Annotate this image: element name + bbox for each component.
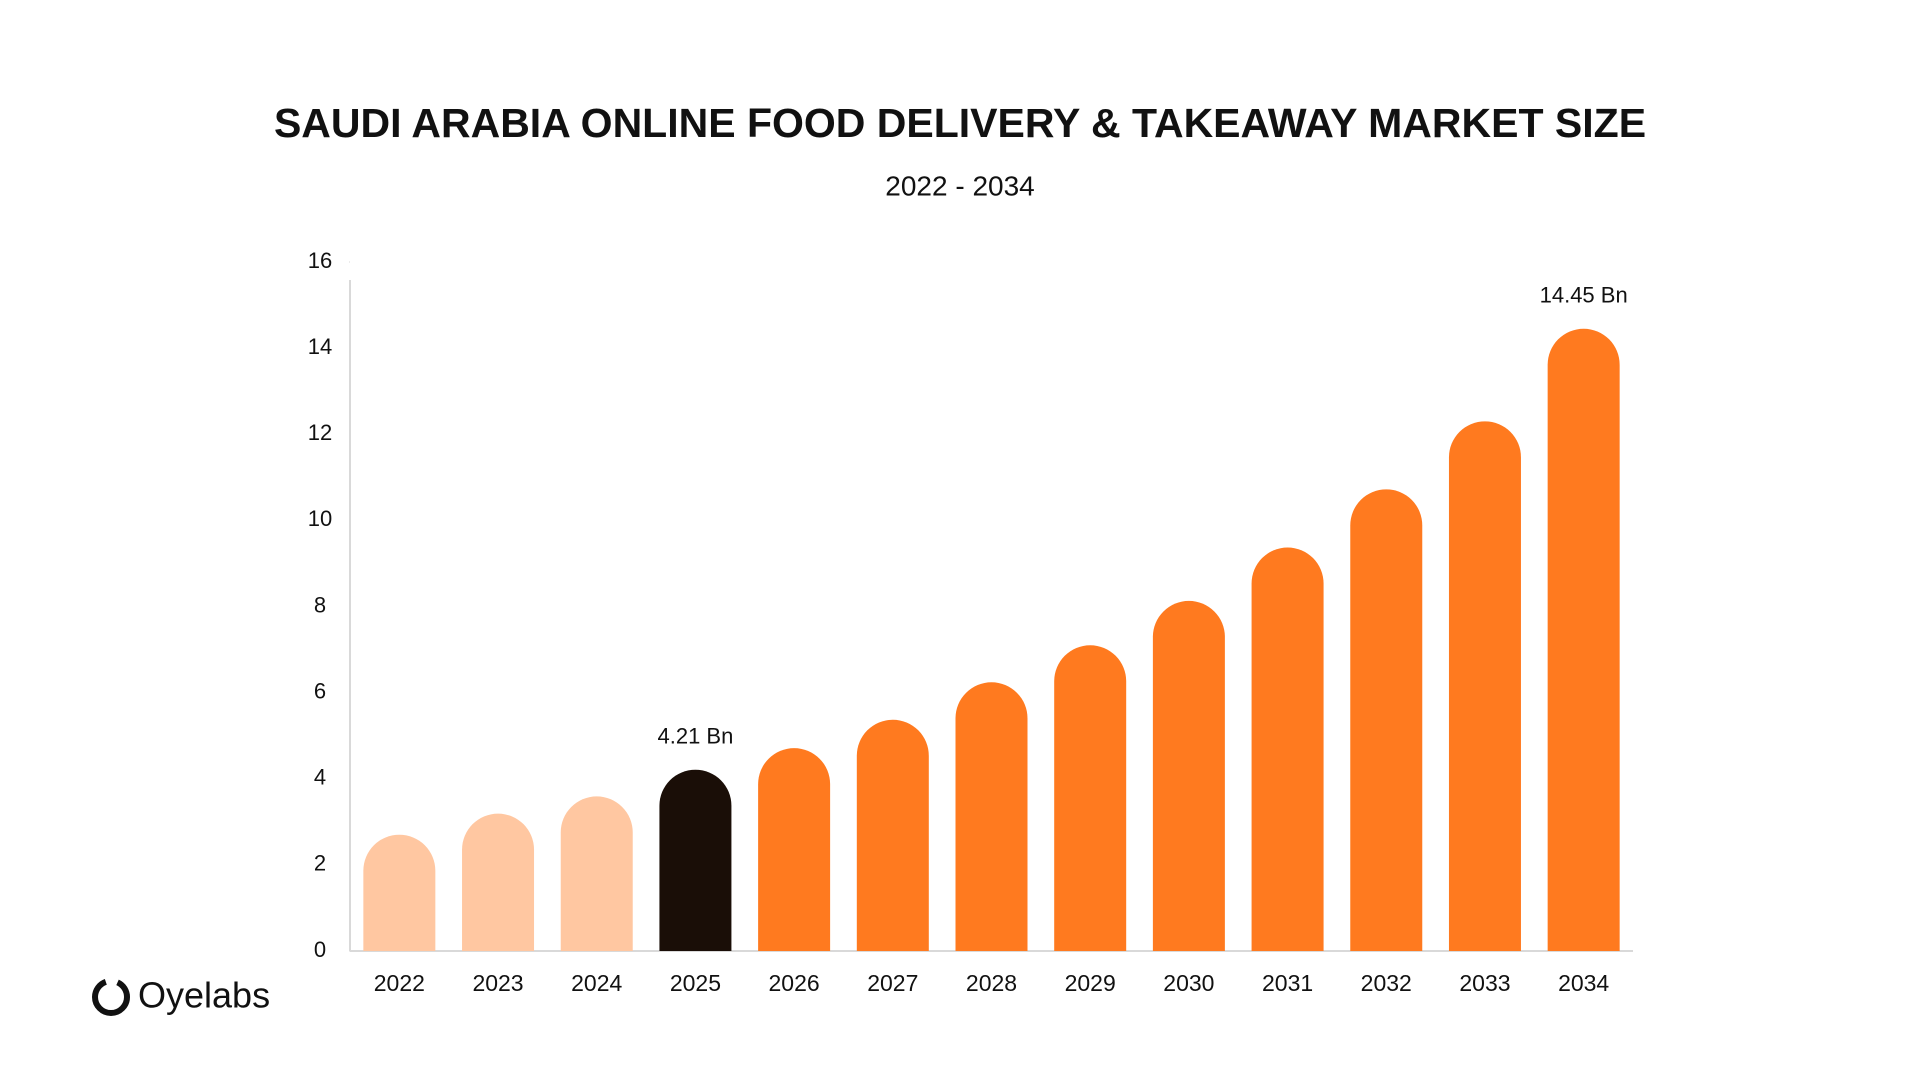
bar	[955, 682, 1028, 951]
logo-icon	[92, 978, 130, 1016]
x-tick-label: 2023	[472, 970, 523, 996]
y-tick-label: 2	[314, 851, 326, 876]
bar	[1152, 600, 1225, 951]
y-tick-label: 14	[308, 334, 332, 359]
y-tick-label: 8	[314, 592, 326, 617]
x-tick-label: 2025	[670, 970, 721, 996]
y-tick-label: 12	[308, 420, 332, 445]
chart-title: SAUDI ARABIA ONLINE FOOD DELIVERY & TAKE…	[274, 100, 1646, 146]
x-tick-label: 2028	[966, 970, 1017, 996]
bar	[1448, 421, 1521, 951]
x-tick-label: 2034	[1558, 970, 1609, 996]
bar	[1251, 547, 1324, 951]
value-label: 4.21 Bn	[658, 724, 734, 749]
y-tick-label: 0	[314, 937, 326, 962]
bar	[856, 719, 929, 951]
y-tick-label: 6	[314, 678, 326, 703]
logo-text: Oyelabs	[138, 975, 270, 1016]
x-tick-label: 2026	[769, 970, 820, 996]
bar	[462, 813, 535, 951]
x-tick-label: 2022	[374, 970, 425, 996]
x-tick-label: 2027	[867, 970, 918, 996]
bar	[560, 796, 633, 951]
bar	[659, 769, 732, 951]
bar	[1547, 328, 1620, 951]
bar	[1054, 645, 1127, 951]
y-tick-label: 4	[314, 765, 326, 790]
y-tick-label: 10	[308, 506, 332, 531]
x-tick-label: 2024	[571, 970, 622, 996]
x-tick-label: 2033	[1459, 970, 1510, 996]
logo: Oyelabs	[92, 975, 270, 1016]
x-tick-label: 2029	[1065, 970, 1116, 996]
value-label: 14.45 Bn	[1540, 283, 1628, 308]
y-tick-label: 16	[308, 248, 332, 273]
bar	[363, 834, 436, 951]
bar	[758, 748, 831, 951]
chart-subtitle: 2022 - 2034	[885, 170, 1034, 201]
x-tick-label: 2031	[1262, 970, 1313, 996]
bar	[1350, 489, 1423, 951]
x-tick-label: 2030	[1163, 970, 1214, 996]
x-tick-label: 2032	[1361, 970, 1412, 996]
